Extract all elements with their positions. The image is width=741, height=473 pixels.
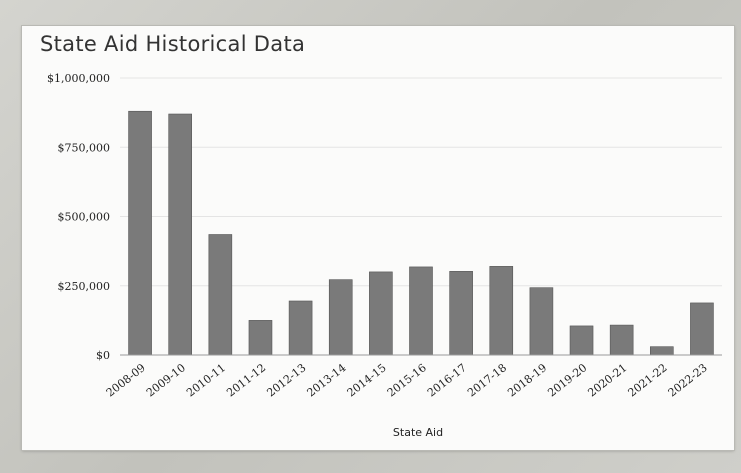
x-tick-label: 2018-19 — [505, 361, 549, 399]
bar-2010-11 — [208, 234, 233, 356]
x-tick-label: 2019-20 — [545, 361, 589, 399]
y-tick-label: $0 — [96, 349, 110, 362]
bar-2016-17 — [449, 271, 473, 356]
bar-2011-12 — [248, 320, 273, 356]
bar-2009-10 — [168, 113, 192, 356]
x-tick-label: 2017-18 — [465, 361, 509, 399]
bar-2015-16 — [409, 266, 433, 356]
x-tick-label: 2020-21 — [585, 361, 629, 399]
bars — [128, 110, 714, 356]
x-tick-label: 2022-23 — [666, 361, 710, 399]
x-tick-label: 2016-17 — [425, 361, 469, 399]
chart-title: State Aid Historical Data — [40, 32, 306, 56]
y-tick-label: $750,000 — [58, 141, 111, 154]
y-tick-label: $250,000 — [58, 280, 111, 293]
x-axis-title: State Aid — [393, 426, 443, 439]
x-tick-label: 2013-14 — [305, 361, 349, 399]
x-axis-ticks: 2008-092009-102010-112011-122012-132013-… — [104, 361, 710, 399]
x-tick-label: 2011-12 — [224, 361, 268, 399]
y-axis-ticks: $0 $250,000 $500,000 $750,000 $1,000,000 — [47, 72, 110, 362]
bar-2019-20 — [569, 325, 594, 356]
bar-2017-18 — [489, 266, 514, 356]
bar-2022-23 — [690, 302, 714, 356]
x-tick-label: 2014-15 — [345, 361, 389, 399]
bar-2012-13 — [288, 300, 313, 356]
x-tick-label: 2015-16 — [385, 361, 429, 399]
bar-2013-14 — [328, 279, 353, 356]
bar-2021-22 — [649, 346, 674, 356]
x-tick-label: 2008-09 — [104, 361, 148, 399]
bar-2020-21 — [609, 324, 634, 356]
x-tick-label: 2012-13 — [264, 361, 308, 399]
x-tick-label: 2021-22 — [626, 361, 670, 399]
x-tick-label: 2009-10 — [144, 361, 188, 399]
y-tick-label: $1,000,000 — [47, 72, 110, 85]
bar-2018-19 — [529, 287, 554, 356]
y-tick-label: $500,000 — [58, 211, 111, 224]
x-tick-label: 2010-11 — [184, 361, 228, 399]
bar-2008-09 — [128, 110, 152, 356]
bar-2014-15 — [369, 271, 393, 356]
